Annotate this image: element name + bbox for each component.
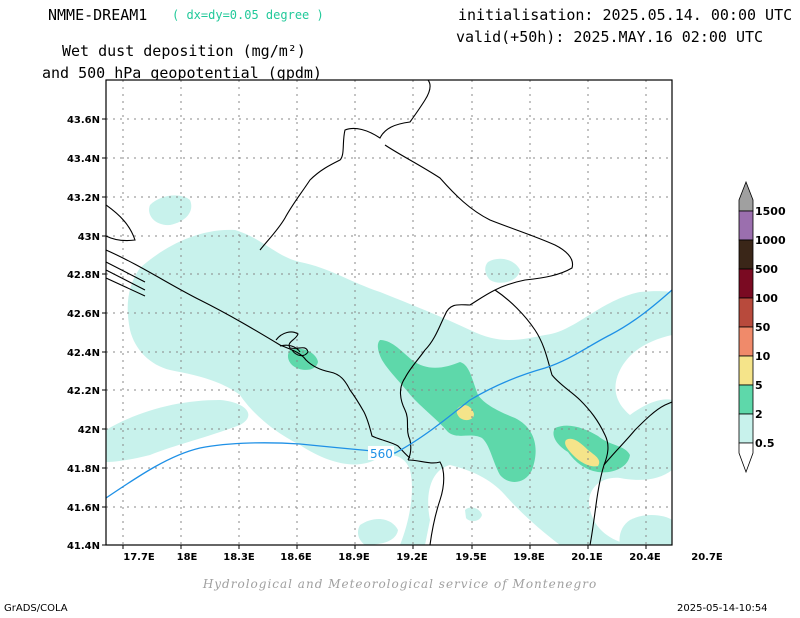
lon-label: 20.4E	[629, 552, 661, 563]
valid-time: valid(+50h): 2025.MAY.16 02:00 UTC	[456, 28, 764, 46]
deposition-area-north	[149, 195, 192, 226]
legend-label: 50	[755, 321, 771, 334]
lat-label: 43.4N	[67, 154, 100, 165]
lon-label: 18.3E	[223, 552, 255, 563]
lat-label: 42.6N	[67, 309, 100, 320]
deposition-low-areas	[106, 195, 672, 545]
grid-resolution: ( dx=dy=0.05 degree )	[172, 8, 324, 22]
legend-swatch-100	[738, 268, 754, 299]
legend-label: 1500	[755, 205, 786, 218]
lon-label: 19.8E	[513, 552, 545, 563]
axis-ticks	[102, 118, 647, 549]
deposition-high-east	[565, 438, 600, 467]
lat-label: 41.8N	[67, 464, 100, 475]
variable-title-line2: and 500 hPa geopotential (gpdm)	[42, 64, 322, 82]
contour-label-560: 560	[370, 447, 393, 461]
legend-label: 500	[755, 263, 778, 276]
bay-of-kotor	[275, 331, 309, 357]
legend-bottom-arrow	[738, 442, 754, 474]
lat-label: 43.6N	[67, 115, 100, 126]
lon-label: 18E	[177, 552, 198, 563]
legend-swatch-2	[738, 384, 754, 415]
render-timestamp: 2025-05-14-10:54	[677, 603, 768, 614]
deposition-area-southwest	[357, 518, 398, 545]
deposition-mid-east	[553, 425, 630, 473]
legend-swatch-0.5	[738, 413, 754, 444]
lon-label: 18.9E	[338, 552, 370, 563]
legend-label: 0.5	[755, 437, 775, 450]
legend-swatch-50	[738, 297, 754, 328]
model-name: NMME-DREAM1	[48, 6, 148, 24]
border-alb-mne	[399, 349, 426, 461]
lat-label: 42.4N	[67, 348, 100, 359]
legend-label: 5	[755, 379, 763, 392]
lon-label: 19.5E	[455, 552, 487, 563]
lat-label: 43N	[78, 232, 100, 243]
lon-label: 20.7E	[691, 552, 723, 563]
coastline-lines-west	[106, 261, 146, 297]
legend-swatch-5	[738, 355, 754, 386]
border-alb-south	[407, 459, 445, 545]
deposition-area-south-mid	[465, 507, 482, 522]
lon-label: 18.6E	[280, 552, 312, 563]
legend-swatch-10	[738, 326, 754, 357]
longitude-labels: 17.7E 18E 18.3E 18.6E 18.9E 19.2E 19.5E …	[123, 552, 723, 563]
software-label: GrADS/COLA	[4, 603, 68, 614]
lon-label: 20.1E	[571, 552, 603, 563]
legend-swatch-500	[738, 239, 754, 270]
contour-label-bg	[368, 446, 394, 460]
credit-line: Hydrological and Meteorological service …	[202, 577, 598, 591]
legend-label: 1000	[755, 234, 786, 247]
deposition-area-northeast	[485, 258, 520, 283]
deposition-area-main	[127, 229, 672, 545]
lat-label: 42N	[78, 425, 100, 436]
geopotential-contour-560	[106, 289, 672, 499]
deposition-area-southeast	[619, 515, 672, 545]
coastline	[106, 204, 411, 459]
border-srb-mne	[384, 144, 574, 351]
legend-label: 2	[755, 408, 763, 421]
initialisation-time: initialisation: 2025.05.14. 00:00 UTC	[458, 6, 793, 24]
border-kosovo	[494, 289, 609, 545]
deposition-high-areas	[456, 405, 600, 467]
lon-label: 17.7E	[123, 552, 155, 563]
deposition-area-west	[106, 400, 249, 462]
color-legend: 1500 1000 500 100 50 10 5 2 0.5	[738, 180, 786, 474]
legend-label: 10	[755, 350, 771, 363]
graticule	[106, 80, 672, 545]
country-borders	[106, 80, 672, 545]
legend-top-arrow	[738, 180, 754, 212]
lat-label: 43.2N	[67, 193, 100, 204]
latitude-labels: 43.6N 43.4N 43.2N 43N 42.8N 42.6N 42.4N …	[67, 115, 100, 552]
legend-swatch-1000	[738, 210, 754, 241]
legend-label: 100	[755, 292, 778, 305]
lat-label: 41.6N	[67, 503, 100, 514]
deposition-high-center	[456, 405, 474, 421]
variable-title-line1: Wet dust deposition (mg/m²)	[62, 42, 306, 60]
border-north-mk	[603, 401, 672, 466]
lat-label: 41.4N	[67, 541, 100, 552]
lat-label: 42.2N	[67, 386, 100, 397]
lon-label: 19.2E	[396, 552, 428, 563]
border-bih-mne	[259, 80, 431, 251]
lat-label: 42.8N	[67, 270, 100, 281]
